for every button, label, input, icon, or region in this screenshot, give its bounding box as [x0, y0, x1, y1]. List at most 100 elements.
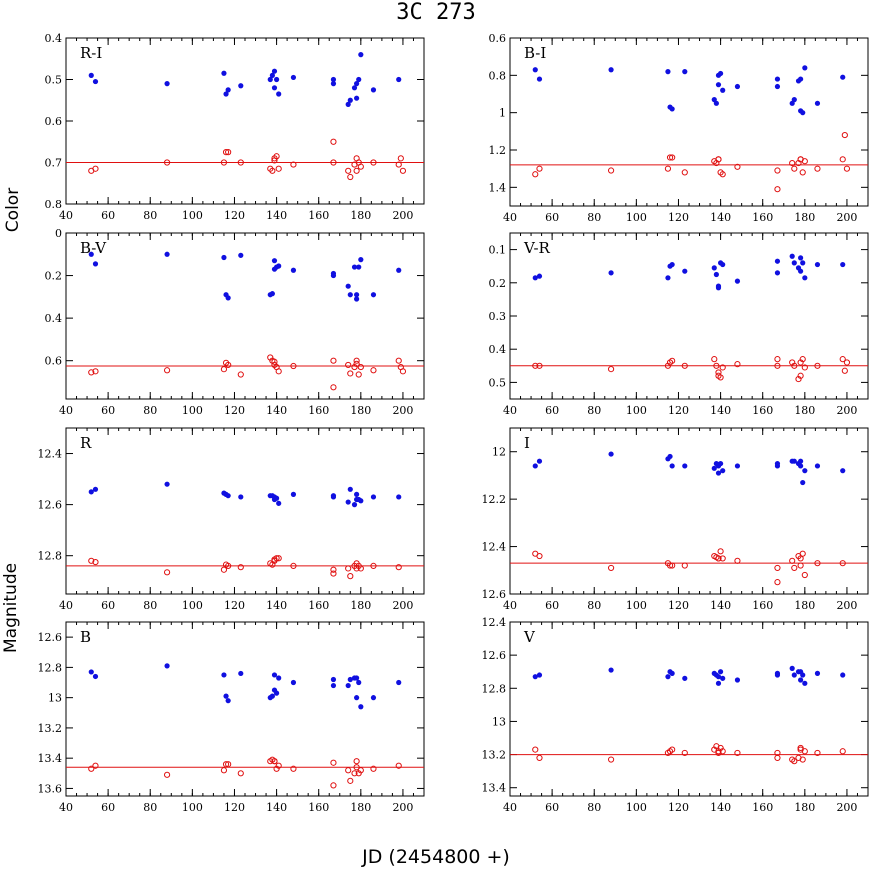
data-point-red [225, 761, 232, 768]
data-point-red [719, 364, 726, 371]
data-point-red [799, 356, 806, 363]
y-tick-label: 0 [55, 227, 62, 240]
panel-i: 40 60 80 100 120 140 160 180 200 12 12.2 12.4 12.6 I [482, 427, 869, 612]
plot-frame [65, 427, 425, 595]
data-point-red [275, 368, 282, 375]
data-point-red [536, 552, 543, 560]
data-point-blue [608, 270, 614, 276]
data-point-blue [347, 97, 353, 103]
data-point-red [225, 149, 232, 156]
data-point-red [220, 159, 228, 166]
data-point-blue [774, 258, 781, 264]
data-point-red [797, 744, 804, 752]
x-tick-label: 140 [710, 801, 731, 814]
data-point-blue [840, 74, 846, 80]
data-point-red [222, 761, 230, 768]
data-point-blue [330, 676, 337, 683]
x-tick-label: 120 [668, 801, 689, 814]
x-tick-label: 180 [350, 599, 371, 612]
data-point-blue [345, 101, 351, 107]
data-point-red [801, 571, 808, 579]
y-tick-label: 0.5 [489, 376, 507, 389]
y-tick-label: 0.4 [45, 312, 63, 325]
data-point-red [163, 367, 171, 374]
y-tick-label: 0.3 [489, 310, 507, 323]
data-point-red [681, 362, 688, 369]
y-tick-label: 1.4 [489, 181, 507, 194]
data-point-red [345, 361, 352, 369]
data-point-red [399, 167, 407, 174]
data-point-red [220, 566, 228, 573]
data-point-blue [774, 83, 781, 90]
data-point-blue [669, 106, 675, 112]
data-point-blue [682, 268, 688, 274]
data-point-red [532, 171, 539, 178]
data-point-blue [717, 460, 724, 467]
data-point-red [799, 169, 806, 176]
data-point-blue [814, 100, 821, 106]
data-point-red [237, 564, 244, 571]
x-tick-label: 120 [224, 599, 245, 612]
data-point-blue [345, 499, 351, 505]
x-tick-label: 180 [794, 801, 815, 814]
data-point-red [774, 579, 781, 586]
y-tick-label: 12 [492, 446, 506, 459]
x-tick-label: 160 [308, 209, 329, 222]
data-point-red [536, 754, 543, 761]
x-tick-label: 60 [101, 209, 115, 222]
data-point-red [357, 363, 364, 371]
data-point-red [330, 357, 337, 364]
x-axis-label: JD (2454800 +) [362, 846, 510, 868]
x-tick-label: 160 [308, 599, 329, 612]
data-point-blue [267, 76, 273, 83]
data-point-red [370, 159, 377, 166]
x-tick-label: 40 [503, 801, 517, 814]
data-point-blue [665, 275, 671, 281]
data-point-blue [396, 494, 402, 500]
y-tick-label: 12.8 [38, 550, 63, 563]
data-point-blue [370, 695, 377, 701]
x-tick-label: 200 [836, 801, 857, 814]
data-point-blue [814, 670, 821, 676]
data-point-blue [269, 72, 275, 78]
data-point-red [353, 360, 360, 367]
data-point-blue [290, 267, 297, 273]
data-point-blue [238, 494, 244, 500]
y-tick-label: 1 [499, 107, 506, 120]
data-point-red [395, 564, 402, 571]
data-point-red [719, 555, 726, 562]
y-tick-label: 0.4 [45, 32, 63, 45]
data-point-red [734, 361, 741, 368]
data-point-blue [238, 252, 244, 258]
data-point-red [273, 153, 280, 160]
x-tick-label: 180 [350, 404, 371, 417]
x-tick-label: 120 [224, 209, 245, 222]
panel-label: B-V [80, 239, 107, 257]
data-point-red [791, 564, 798, 572]
panel-label: B-I [524, 44, 546, 62]
data-point-blue [715, 470, 722, 476]
data-point-blue [354, 695, 360, 701]
x-tick-label: 180 [350, 801, 371, 814]
data-point-blue [720, 675, 726, 681]
data-point-blue [774, 460, 781, 467]
data-point-red [799, 550, 806, 557]
panel-label: R-I [80, 44, 102, 62]
y-tick-label: 12.6 [38, 499, 63, 512]
plot-frame [65, 37, 425, 205]
data-point-red [839, 156, 846, 163]
data-point-blue [358, 704, 364, 710]
data-point-blue [814, 261, 821, 268]
data-point-red [351, 770, 358, 777]
y-tick-label: 12.6 [482, 588, 507, 601]
panel-label: V [523, 628, 536, 646]
x-tick-label: 100 [626, 211, 647, 224]
x-tick-label: 40 [503, 211, 517, 224]
data-point-red [669, 154, 676, 161]
data-point-blue [734, 677, 741, 683]
x-tick-label: 80 [143, 404, 157, 417]
data-point-blue [345, 682, 351, 689]
x-tick-label: 140 [266, 801, 287, 814]
data-point-blue [791, 672, 797, 678]
x-tick-label: 80 [587, 599, 601, 612]
